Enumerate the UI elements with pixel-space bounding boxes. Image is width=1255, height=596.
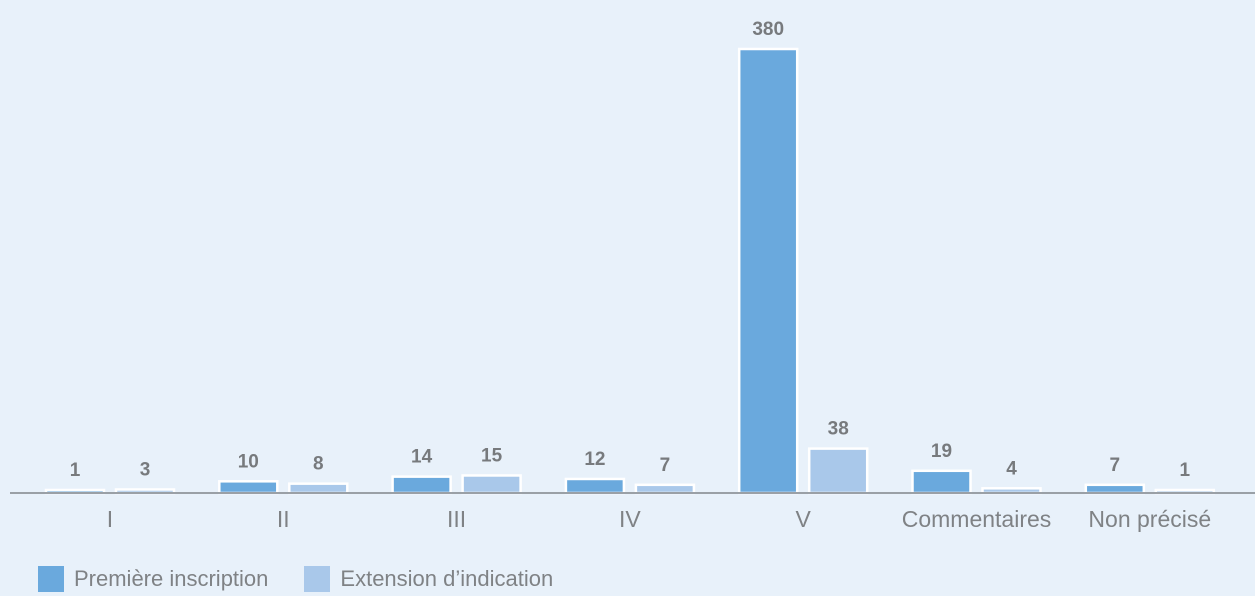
value-label-series-2-cat-6: 4 [1006, 458, 1017, 479]
value-label-series-2-cat-3: 15 [481, 445, 503, 466]
category-labels-group: I II III IV V Commentaires Non précisé [107, 506, 1211, 532]
category-label-3: III [447, 506, 466, 532]
value-label-series-1-cat-7: 7 [1110, 455, 1121, 476]
value-label-series-1-cat-2: 10 [238, 451, 259, 472]
legend: Première inscription Extension d’indicat… [38, 566, 589, 592]
value-label-series-1-cat-1: 1 [70, 460, 81, 481]
value-label-series-2-cat-1: 3 [140, 459, 151, 480]
value-label-series-1-cat-3: 14 [411, 447, 433, 468]
value-labels-group: 1 3 10 8 14 15 12 7 380 38 19 4 7 1 [70, 19, 1191, 481]
value-label-series-2-cat-2: 8 [313, 454, 324, 475]
value-label-series-2-cat-7: 1 [1180, 460, 1191, 481]
value-label-series-1-cat-5: 380 [752, 19, 784, 40]
category-label-1: I [107, 506, 113, 532]
bars-group [44, 47, 1216, 495]
bar-series-1-cat-4[interactable] [564, 477, 626, 495]
legend-label-series-2: Extension d’indication [340, 566, 554, 591]
bar-series-2-cat-4[interactable] [634, 483, 696, 495]
bar-series-1-cat-7[interactable] [1084, 483, 1146, 495]
legend-swatch-series-2 [304, 566, 331, 592]
bar-series-2-cat-3[interactable] [461, 474, 522, 495]
value-label-series-2-cat-4: 7 [660, 455, 671, 476]
legend-item-series-2[interactable]: Extension d’indication [304, 566, 553, 592]
bar-series-1-cat-3[interactable] [391, 475, 452, 495]
bar-series-1-cat-5[interactable] [737, 47, 799, 495]
value-label-series-1-cat-6: 19 [931, 441, 952, 462]
value-label-series-1-cat-4: 12 [584, 449, 605, 470]
bar-series-1-cat-2[interactable] [218, 480, 279, 495]
category-label-4: IV [619, 506, 641, 532]
value-label-series-2-cat-5: 38 [828, 419, 849, 440]
legend-label-series-1: Première inscription [74, 566, 269, 591]
category-label-6: Commentaires [902, 506, 1052, 532]
bar-series-2-cat-2[interactable] [288, 482, 349, 495]
bar-series-2-cat-5[interactable] [807, 447, 869, 495]
category-label-7: Non précisé [1088, 506, 1211, 532]
legend-swatch-series-1 [38, 566, 64, 592]
bar-series-1-cat-6[interactable] [911, 469, 972, 495]
category-label-5: V [796, 506, 812, 532]
legend-item-series-1[interactable]: Première inscription [38, 566, 268, 592]
category-label-2: II [277, 506, 290, 532]
